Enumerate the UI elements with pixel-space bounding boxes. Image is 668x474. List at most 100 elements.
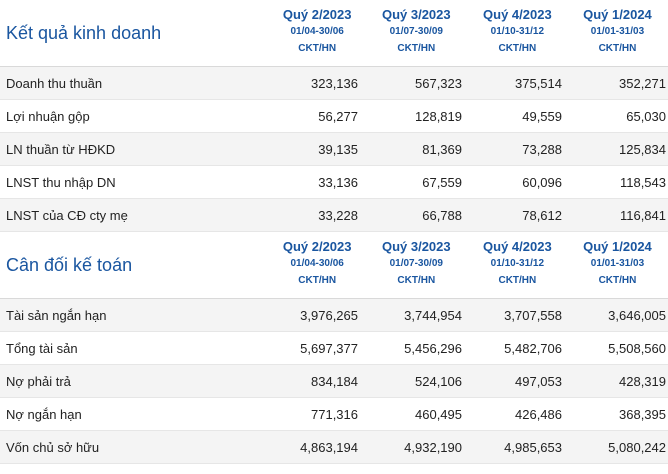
- period-range: 01/04-30/06: [290, 26, 344, 37]
- period-range: 01/07-30/09: [389, 258, 443, 269]
- period-audit: CKT/HN: [298, 275, 337, 286]
- table-row: Lợi nhuận gộp 56,277 128,819 49,559 65,0…: [0, 100, 668, 133]
- income-statement-rows: Doanh thu thuần 323,136 567,323 375,514 …: [0, 67, 668, 232]
- period-header: Quý 1/2024 01/01-31/03 CKT/HN: [567, 0, 668, 66]
- cell-value: 375,514: [515, 75, 562, 91]
- cell-value: 3,707,558: [504, 307, 562, 323]
- cell-value: 60,096: [522, 174, 562, 190]
- period-header: Quý 4/2023 01/10-31/12 CKT/HN: [468, 0, 567, 66]
- cell-value: 567,323: [415, 75, 462, 91]
- cell-value: 428,319: [619, 373, 666, 389]
- period-header: Quý 2/2023 01/04-30/06 CKT/HN: [270, 232, 365, 298]
- row-label[interactable]: Doanh thu thuần: [6, 75, 103, 91]
- row-label[interactable]: Tài sản ngắn hạn: [6, 307, 107, 323]
- period-header: Quý 3/2023 01/07-30/09 CKT/HN: [365, 0, 468, 66]
- cell-value: 4,932,190: [404, 439, 462, 455]
- row-label[interactable]: LN thuần từ HĐKD: [6, 141, 116, 157]
- financial-summary: Kết quả kinh doanh Quý 2/2023 01/04-30/0…: [0, 0, 668, 464]
- period-quarter: Quý 3/2023: [381, 7, 451, 22]
- row-label[interactable]: Tổng tài sản: [6, 340, 78, 356]
- table-row: Nợ ngắn hạn 771,316 460,495 426,486 368,…: [0, 398, 668, 431]
- cell-value: 116,841: [619, 207, 666, 223]
- period-audit: CKT/HN: [498, 275, 537, 286]
- cell-value: 834,184: [311, 373, 358, 389]
- cell-value: 368,395: [619, 406, 666, 422]
- period-quarter: Quý 4/2023: [483, 239, 552, 254]
- section-title[interactable]: Kết quả kinh doanh: [6, 22, 162, 43]
- period-range: 01/01-31/03: [590, 26, 645, 37]
- cell-value: 49,559: [522, 108, 562, 124]
- cell-value: 81,369: [422, 141, 462, 157]
- cell-value: 352,271: [619, 75, 666, 91]
- period-range: 01/07-30/09: [389, 26, 443, 37]
- cell-value: 67,559: [422, 174, 462, 190]
- cell-value: 73,288: [522, 141, 562, 157]
- table-row: Nợ phải trả 834,184 524,106 497,053 428,…: [0, 365, 668, 398]
- cell-value: 3,646,005: [608, 307, 666, 323]
- period-audit: CKT/HN: [598, 43, 637, 54]
- cell-value: 3,744,954: [404, 307, 462, 323]
- period-audit: CKT/HN: [598, 275, 637, 286]
- period-quarter: Quý 4/2023: [483, 7, 552, 22]
- period-audit: CKT/HN: [498, 43, 537, 54]
- row-label[interactable]: Nợ ngắn hạn: [6, 406, 82, 422]
- cell-value: 65,030: [626, 108, 666, 124]
- table-row: Doanh thu thuần 323,136 567,323 375,514 …: [0, 67, 668, 100]
- cell-value: 524,106: [415, 373, 462, 389]
- balance-sheet-section: Cân đối kế toán Quý 2/2023 01/04-30/06 C…: [0, 232, 668, 464]
- period-header: Quý 3/2023 01/07-30/09 CKT/HN: [365, 232, 468, 298]
- cell-value: 66,788: [422, 207, 462, 223]
- table-row: LNST thu nhập DN 33,136 67,559 60,096 11…: [0, 166, 668, 199]
- period-quarter: Quý 1/2024: [583, 7, 652, 22]
- table-row: Tài sản ngắn hạn 3,976,265 3,744,954 3,7…: [0, 299, 668, 332]
- cell-value: 33,228: [318, 207, 358, 223]
- cell-value: 125,834: [619, 141, 666, 157]
- cell-value: 5,508,560: [608, 340, 666, 356]
- income-statement-header: Kết quả kinh doanh Quý 2/2023 01/04-30/0…: [0, 0, 668, 67]
- table-row: LNST của CĐ cty mẹ 33,228 66,788 78,612 …: [0, 199, 668, 232]
- row-label[interactable]: Nợ phải trả: [6, 373, 71, 389]
- cell-value: 5,456,296: [404, 340, 462, 356]
- period-quarter: Quý 3/2023: [381, 239, 451, 254]
- cell-value: 128,819: [415, 108, 462, 124]
- cell-value: 4,985,653: [504, 439, 562, 455]
- period-quarter: Quý 2/2023: [282, 7, 352, 22]
- table-row: Vốn chủ sở hữu 4,863,194 4,932,190 4,985…: [0, 431, 668, 464]
- table-row: Tổng tài sản 5,697,377 5,456,296 5,482,7…: [0, 332, 668, 365]
- period-quarter: Quý 1/2024: [583, 239, 652, 254]
- cell-value: 4,863,194: [300, 439, 358, 455]
- income-statement-section: Kết quả kinh doanh Quý 2/2023 01/04-30/0…: [0, 0, 668, 232]
- cell-value: 78,612: [522, 207, 562, 223]
- period-quarter: Quý 2/2023: [282, 239, 352, 254]
- section-title[interactable]: Cân đối kế toán: [6, 254, 133, 275]
- cell-value: 118,543: [619, 174, 666, 190]
- balance-sheet-rows: Tài sản ngắn hạn 3,976,265 3,744,954 3,7…: [0, 299, 668, 464]
- cell-value: 3,976,265: [300, 307, 358, 323]
- row-label[interactable]: LNST của CĐ cty mẹ: [6, 207, 128, 223]
- cell-value: 56,277: [318, 108, 358, 124]
- cell-value: 5,697,377: [300, 340, 358, 356]
- period-header: Quý 4/2023 01/10-31/12 CKT/HN: [468, 232, 567, 298]
- cell-value: 33,136: [318, 174, 358, 190]
- period-header: Quý 1/2024 01/01-31/03 CKT/HN: [567, 232, 668, 298]
- row-label[interactable]: Lợi nhuận gộp: [6, 108, 90, 124]
- period-audit: CKT/HN: [397, 275, 436, 286]
- cell-value: 5,080,242: [608, 439, 666, 455]
- period-range: 01/04-30/06: [290, 258, 344, 269]
- cell-value: 460,495: [415, 406, 462, 422]
- balance-sheet-header: Cân đối kế toán Quý 2/2023 01/04-30/06 C…: [0, 232, 668, 299]
- cell-value: 497,053: [515, 373, 562, 389]
- cell-value: 39,135: [318, 141, 358, 157]
- period-audit: CKT/HN: [397, 43, 436, 54]
- cell-value: 426,486: [515, 406, 562, 422]
- period-header: Quý 2/2023 01/04-30/06 CKT/HN: [270, 0, 365, 66]
- row-label[interactable]: LNST thu nhập DN: [6, 174, 116, 190]
- cell-value: 5,482,706: [504, 340, 562, 356]
- period-range: 01/10-31/12: [490, 258, 545, 269]
- period-audit: CKT/HN: [298, 43, 337, 54]
- row-label[interactable]: Vốn chủ sở hữu: [6, 439, 100, 455]
- period-range: 01/01-31/03: [590, 258, 645, 269]
- period-range: 01/10-31/12: [490, 26, 545, 37]
- cell-value: 771,316: [311, 406, 358, 422]
- table-row: LN thuần từ HĐKD 39,135 81,369 73,288 12…: [0, 133, 668, 166]
